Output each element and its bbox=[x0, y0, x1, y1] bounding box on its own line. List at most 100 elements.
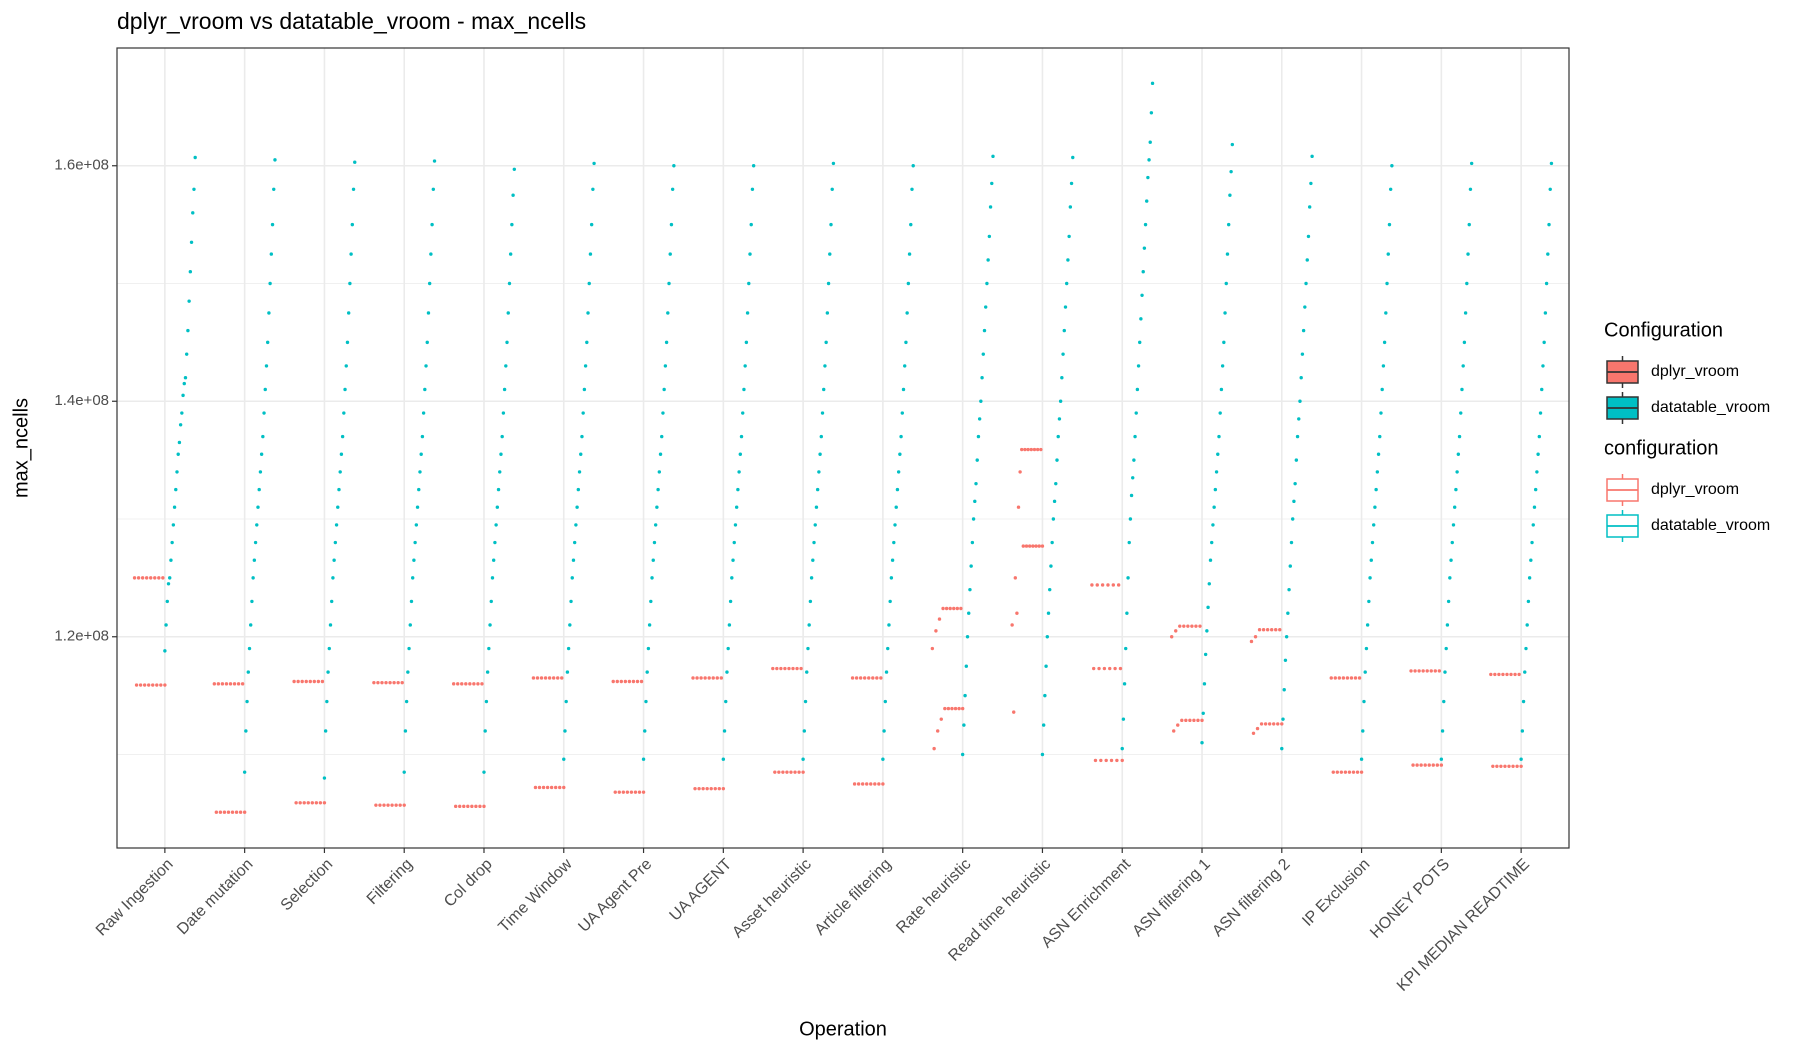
point bbox=[1548, 187, 1552, 192]
point bbox=[907, 252, 912, 256]
point bbox=[734, 505, 739, 509]
point bbox=[1459, 411, 1463, 415]
point bbox=[574, 523, 578, 527]
point bbox=[1517, 672, 1521, 677]
point bbox=[1147, 158, 1151, 162]
point bbox=[1295, 434, 1300, 439]
point bbox=[294, 801, 298, 805]
point bbox=[745, 311, 750, 315]
point bbox=[1015, 611, 1019, 615]
point bbox=[318, 801, 323, 805]
point bbox=[965, 635, 970, 639]
point bbox=[1061, 352, 1065, 356]
point bbox=[1149, 111, 1154, 115]
point bbox=[1194, 624, 1198, 628]
point bbox=[1497, 672, 1501, 677]
point bbox=[349, 252, 353, 256]
point bbox=[1223, 311, 1227, 315]
point bbox=[743, 364, 747, 368]
point bbox=[1010, 623, 1014, 627]
point bbox=[1178, 624, 1182, 628]
point bbox=[408, 623, 412, 627]
point bbox=[1411, 763, 1415, 767]
point bbox=[1368, 576, 1372, 580]
point bbox=[1298, 399, 1302, 403]
point bbox=[1530, 540, 1534, 545]
point bbox=[1523, 670, 1527, 674]
point bbox=[813, 523, 817, 527]
point bbox=[814, 505, 819, 509]
point bbox=[1120, 758, 1124, 763]
point bbox=[539, 676, 544, 680]
point bbox=[255, 523, 259, 527]
point bbox=[627, 679, 632, 684]
point bbox=[1013, 576, 1018, 580]
point bbox=[1491, 764, 1495, 768]
point bbox=[1378, 434, 1382, 439]
point bbox=[1071, 155, 1075, 160]
y-tick-label: 1.6e+08 bbox=[54, 157, 109, 174]
point bbox=[656, 487, 660, 492]
point bbox=[1131, 476, 1135, 480]
point bbox=[1415, 763, 1419, 767]
point bbox=[472, 682, 476, 686]
point bbox=[1521, 699, 1526, 704]
point bbox=[617, 790, 621, 794]
point bbox=[485, 670, 490, 674]
point bbox=[376, 680, 380, 685]
point bbox=[1024, 544, 1029, 548]
point bbox=[1174, 629, 1178, 633]
point bbox=[1067, 234, 1071, 239]
point bbox=[990, 181, 994, 186]
point bbox=[1040, 752, 1045, 757]
y-tick-label: 1.4e+08 bbox=[54, 392, 109, 409]
point bbox=[591, 187, 595, 192]
point bbox=[1381, 364, 1386, 368]
point bbox=[1041, 723, 1046, 727]
point bbox=[547, 676, 552, 680]
point bbox=[1511, 764, 1515, 768]
point bbox=[568, 623, 572, 627]
point bbox=[316, 679, 321, 684]
point bbox=[1052, 499, 1057, 504]
point bbox=[725, 670, 729, 674]
point bbox=[488, 623, 492, 627]
point bbox=[646, 646, 651, 651]
point bbox=[738, 452, 743, 456]
point bbox=[169, 558, 173, 562]
point bbox=[1186, 624, 1190, 628]
point bbox=[645, 670, 649, 674]
point bbox=[390, 803, 394, 807]
point bbox=[232, 682, 237, 686]
point bbox=[895, 487, 900, 492]
point bbox=[1293, 481, 1297, 486]
point bbox=[300, 679, 304, 684]
point bbox=[1442, 699, 1446, 704]
point bbox=[306, 801, 310, 805]
point bbox=[699, 676, 703, 680]
point bbox=[955, 606, 960, 611]
point bbox=[1120, 746, 1124, 751]
point bbox=[721, 757, 726, 761]
point bbox=[384, 680, 388, 685]
point bbox=[419, 452, 423, 456]
point bbox=[380, 680, 384, 685]
point bbox=[1371, 523, 1376, 527]
point bbox=[562, 757, 566, 761]
point bbox=[896, 470, 901, 474]
point bbox=[1467, 222, 1471, 227]
point bbox=[490, 576, 495, 580]
point bbox=[1108, 666, 1112, 671]
point bbox=[865, 782, 869, 786]
chart-title: dplyr_vroom vs datatable_vroom - max_nce… bbox=[117, 8, 586, 34]
point bbox=[785, 770, 789, 774]
point bbox=[535, 676, 540, 680]
point bbox=[256, 505, 260, 509]
point bbox=[703, 676, 707, 680]
point bbox=[564, 699, 568, 704]
point bbox=[572, 540, 577, 545]
point bbox=[1016, 505, 1021, 509]
point bbox=[749, 222, 753, 227]
point bbox=[1375, 470, 1380, 474]
point bbox=[453, 804, 458, 809]
